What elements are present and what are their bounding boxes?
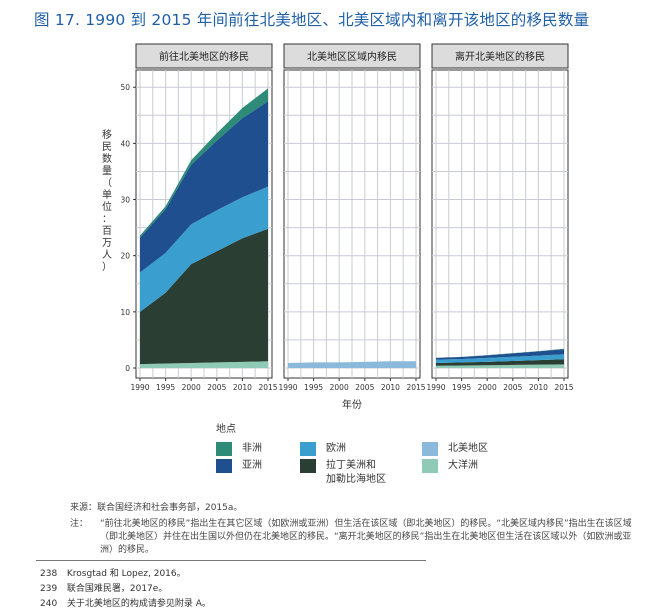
area-series [140,228,268,365]
y-axis-label-char: 人 [102,249,112,261]
footnote-number: 238 [40,569,58,579]
y-axis-label-char: 民 [102,141,112,153]
figure-title: 图 17. 1990 到 2015 年间前往北美地区、北美区域内和离开该地区的移… [34,11,590,29]
chart-panel: 离开北美地区的移民 1990 1995 2000 2005 2010 2015 [426,43,574,392]
y-axis-label-char: ： [102,214,112,225]
chart: 前往北美地区的移民 1990 1995 2000 2005 2010 2015 0 10 20 30… [102,43,574,411]
x-tick-label: 2015 [406,383,425,392]
x-tick-label: 2010 [381,383,400,392]
legend-swatch [422,459,438,473]
footnote-number: 240 [40,599,58,609]
panel-title: 离开北美地区的移民 [455,50,545,63]
y-tick-label: 10 [120,308,130,317]
footnote-rule [36,560,426,561]
legend-swatch [300,442,316,456]
x-tick-label: 2015 [258,383,277,392]
y-tick-label: 50 [120,83,130,92]
y-tick-label: 20 [120,252,130,261]
panel-title: 北美地区区域内移民 [307,50,397,63]
y-axis-label-char: 量 [102,165,112,177]
area-series [436,354,564,363]
y-axis-label-char: 数 [102,152,112,165]
x-tick-label: 2005 [355,383,374,392]
footnote: 240 关于北美地区的构成请参见附录 A。 [40,596,211,609]
area-series [436,364,564,368]
x-tick-label: 2005 [503,383,522,392]
legend-label: 非洲 [242,443,262,454]
legend-swatch [422,442,438,456]
legend-swatch [300,459,316,473]
x-tick-label: 2000 [182,383,201,392]
x-tick-label: 1995 [304,383,323,392]
footnote-text: Krosgtad 和 Lopez, 2016。 [66,569,186,579]
y-axis-label-char: 单 [102,189,112,201]
footnote-text: 联合国难民署，2017e。 [66,584,168,594]
area-series [140,361,268,368]
x-tick-label: 1990 [130,383,149,392]
area-series [140,88,268,238]
note-label: 注： [70,519,89,529]
legend: 非洲 欧洲 北美地区 亚洲 拉丁美洲和 加勒比海地区 大洋洲 [216,442,556,492]
area-series [436,359,564,366]
x-tick-label: 2010 [529,383,548,392]
x-tick-label: 2005 [207,383,226,392]
area-series [288,361,416,368]
y-axis-label-char: ） [102,261,112,273]
x-tick-label: 2000 [330,383,349,392]
legend-label: 北美地区 [448,443,488,454]
y-axis-label-char: 移 [102,128,112,141]
legend-label: 欧洲 [326,443,346,454]
chart-panel: 北美地区区域内移民 1990 1995 2000 2005 2010 2015 [278,43,426,392]
x-tick-label: 1990 [426,383,445,392]
area-series [140,101,268,273]
panel-title: 前往北美地区的移民 [159,50,249,63]
y-axis-label-char: （ [102,177,112,189]
legend-title: 地点 [216,424,236,435]
x-tick-label: 1990 [278,383,297,392]
y-tick-label: 30 [120,196,130,205]
panel-header [135,43,273,69]
y-axis-label-char: 万 [102,238,112,249]
footnote: 239 联合国难民署，2017e。 [40,581,167,594]
x-axis-label: 年份 [342,398,362,411]
footnote-number: 239 [40,584,58,594]
source-text: 来源：联合国经济和社会事务部，2015a。 [70,503,243,513]
x-tick-label: 1995 [156,383,175,392]
y-tick-label: 0 [125,364,130,373]
footnote: 238 Krosgtad 和 Lopez, 2016。 [40,566,186,579]
y-axis-label: 移民数量（单位：百万人） [102,128,112,273]
y-axis-label-char: 位 [102,200,112,213]
area-series [140,186,268,312]
panel-header [283,43,421,69]
legend-swatch [216,459,232,473]
legend-swatch [216,442,232,456]
x-tick-label: 1995 [452,383,471,392]
y-axis-label-char: 百 [102,225,112,237]
x-tick-label: 2010 [233,383,252,392]
footnote-text: 关于北美地区的构成请参见附录 A。 [66,599,211,609]
note-text: “前往北美地区的移民”指出生在其它区域（如欧洲或亚洲）但生活在该区域（即北美地区… [100,519,632,555]
x-tick-label: 2000 [478,383,497,392]
legend-label: 大洋洲 [448,460,478,471]
y-tick-label: 40 [120,139,130,148]
legend-label: 拉丁美洲和 加勒比海地区 [326,460,386,485]
chart-panel: 前往北美地区的移民 1990 1995 2000 2005 2010 2015 0 10 20 30… [120,43,278,392]
area-series [436,349,564,360]
x-tick-label: 2015 [554,383,573,392]
panel-header [431,43,569,69]
legend-label: 亚洲 [242,460,262,471]
